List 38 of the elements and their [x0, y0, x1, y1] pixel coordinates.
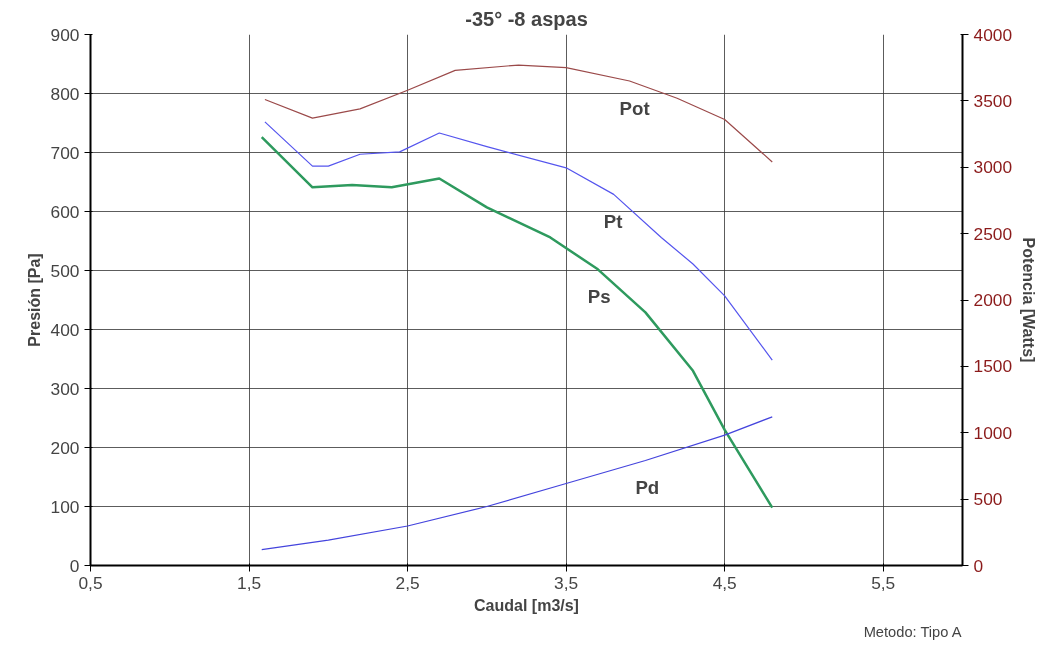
x-axis-title: Caudal [m3/s]	[474, 596, 579, 614]
y2-tick-label: 3000	[973, 157, 1013, 178]
chart-title: -35° -8 aspas	[465, 7, 588, 30]
y2-tick-label: 1500	[973, 356, 1013, 377]
x-tick-label: 1,5	[237, 572, 262, 593]
x-tick-label: 5,5	[871, 572, 896, 593]
y-tick-label: 300	[50, 378, 80, 399]
y-tick-label: 400	[50, 319, 80, 340]
line-series	[264, 64, 773, 163]
y2-tick-label: 1000	[973, 422, 1013, 443]
y2-tick-label: 2500	[973, 223, 1013, 244]
y-tick-label: 800	[50, 83, 80, 104]
text: Metodo: Tipo A	[863, 623, 962, 640]
line-series	[260, 135, 774, 509]
line-series	[261, 416, 773, 551]
y-tick-label: 200	[50, 437, 80, 458]
series-label: Ps	[587, 286, 611, 308]
y-tick-label: 900	[50, 24, 80, 45]
y2-axis-title: Potencia [Watts]	[1020, 237, 1038, 363]
y2-tick-label: 2000	[973, 290, 1013, 310]
x-tick-label: 0,5	[78, 572, 103, 593]
x-tick-label: 2,5	[395, 572, 420, 593]
x-tick-label: 4,5	[712, 572, 737, 593]
y-axis-title: Presión [Pa]	[25, 253, 43, 347]
y-tick-label: 0	[69, 555, 80, 576]
line-series	[264, 121, 773, 361]
y-tick-label: 700	[50, 142, 80, 163]
x-tick-label: 3,5	[554, 572, 579, 593]
series-label: Pd	[635, 477, 660, 499]
y2-tick-label: 500	[973, 489, 1003, 510]
series-label: Pot	[619, 97, 650, 119]
y-tick-label: 500	[50, 260, 80, 281]
y2-tick-label: 0	[973, 555, 984, 576]
y-tick-label: 600	[50, 201, 80, 222]
y2-tick-label: 3500	[973, 90, 1013, 111]
y-tick-label: 100	[50, 496, 80, 517]
y2-tick-label: 4000	[973, 24, 1013, 45]
series-label: Pt	[603, 211, 623, 233]
